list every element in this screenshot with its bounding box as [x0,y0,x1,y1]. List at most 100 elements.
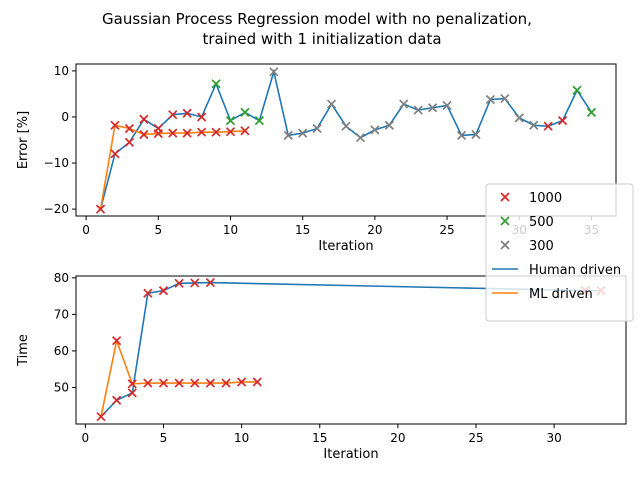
time-xtick-label: 25 [468,431,483,445]
error-ytick-label: −10 [44,156,69,170]
error-point-m300-29 [514,113,524,123]
legend-label-m500: 500 [529,215,554,230]
legend-marker-m1000 [500,192,510,202]
time-point-m1000-6 [190,278,200,288]
error-point-m500-9 [225,116,236,126]
error-xtick-label: 10 [223,223,238,237]
error-point-m300-16 [326,99,337,109]
error-point-m300-17 [341,121,351,131]
error-point-m1000-38 [153,128,163,139]
error-point-m1000-35 [110,120,120,130]
time-xtick-label: 20 [390,431,405,445]
time-point-m1000-12 [143,378,153,388]
legend-label-m1000: 1000 [529,191,562,206]
error-point-m1000-3 [139,114,149,124]
time-point-m1000-0 [96,412,106,422]
error-point-m500-11 [254,116,264,126]
error-point-m1000-5 [168,110,178,120]
error-point-m300-26 [471,129,481,140]
error-point-m300-22 [413,105,423,115]
time-ytick-label: 70 [54,307,69,321]
error-y-axis-label: Error [%] [16,111,31,169]
time-point-m1000-13 [158,378,169,388]
error-point-m300-21 [399,99,409,109]
legend-box [485,183,634,322]
time-point-m1000-15 [190,378,200,388]
error-ytick-label: 10 [54,64,69,78]
error-ytick-label: −20 [44,202,69,216]
error-point-m500-8 [211,79,221,89]
error-point-m1000-37 [139,129,149,140]
time-ytick-label: 60 [54,344,69,358]
error-xtick-label: 0 [82,223,90,237]
time-point-m1000-4 [158,286,169,296]
error-point-m1000-42 [211,127,221,137]
chart-title-line-2: trained with 1 initialization data [202,30,441,48]
error-xtick-label: 25 [439,223,454,237]
error-point-m1000-39 [168,128,178,138]
time-point-m1000-11 [127,379,137,389]
time-point-m1000-10 [112,336,122,346]
error-point-m1000-1 [110,149,120,159]
error-point-m300-28 [500,93,510,104]
error-point-m300-30 [529,120,539,130]
time-point-m1000-18 [237,377,247,387]
time-xtick-label: 5 [160,431,168,445]
time-xtick-label: 15 [312,431,327,445]
error-point-m300-13 [283,130,293,140]
legend: 1000 500 300 Human driven ML driven [485,183,634,322]
error-point-m300-15 [312,123,322,134]
legend-label-ml: ML driven [529,287,593,302]
error-xtick-label: 15 [295,223,310,237]
time-point-m1000-5 [174,278,184,288]
error-point-m300-24 [442,100,452,111]
error-point-m1000-0 [95,204,106,214]
time-x-axis-label: Iteration [323,447,378,462]
time-point-m1000-3 [143,288,153,298]
time-point-m1000-7 [205,277,215,288]
time-axes-frame [75,275,627,425]
error-point-m1000-41 [197,127,207,137]
time-point-m1000-19 [252,377,262,387]
error-point-m300-19 [370,125,380,135]
error-point-m1000-2 [124,137,135,147]
error-point-m300-14 [298,128,308,138]
legend-label-human: Human driven [529,263,621,278]
error-point-m300-18 [355,133,366,143]
time-series-human-line [100,281,601,418]
error-xtick-label: 5 [154,223,162,237]
error-point-m300-23 [428,103,438,113]
error-point-m300-20 [384,120,394,130]
error-point-m1000-44 [240,126,250,136]
time-ytick-label: 50 [54,380,69,394]
legend-marker-m500 [500,216,510,226]
error-x-axis-label: Iteration [318,239,373,254]
error-point-m1000-32 [557,116,568,126]
time-xtick-label: 0 [82,431,90,445]
time-point-m1000-1 [112,395,122,405]
time-ytick-label: 80 [54,271,69,285]
error-axes-frame [75,63,617,217]
legend-label-m300: 300 [529,239,554,254]
chart-title-line-1: Gaussian Process Regression model with n… [102,10,532,28]
time-xtick-label: 30 [546,431,561,445]
time-point-m1000-17 [221,378,231,388]
time-point-m1000-16 [205,378,215,388]
time-point-m1000-14 [174,378,184,388]
error-point-m300-27 [485,94,495,105]
error-xtick-label: 20 [367,223,382,237]
legend-marker-m300 [500,240,510,250]
error-point-m500-33 [572,85,582,95]
time-y-axis-label: Time [16,334,31,367]
error-point-m1000-36 [124,123,135,134]
error-point-m1000-40 [182,128,192,138]
error-ytick-label: 0 [61,110,69,124]
error-point-m1000-31 [543,121,553,131]
error-point-m300-25 [456,130,467,140]
error-point-m1000-6 [182,108,192,118]
time-xtick-label: 10 [234,431,249,445]
error-point-m1000-43 [225,127,236,137]
error-point-m500-10 [240,107,250,117]
